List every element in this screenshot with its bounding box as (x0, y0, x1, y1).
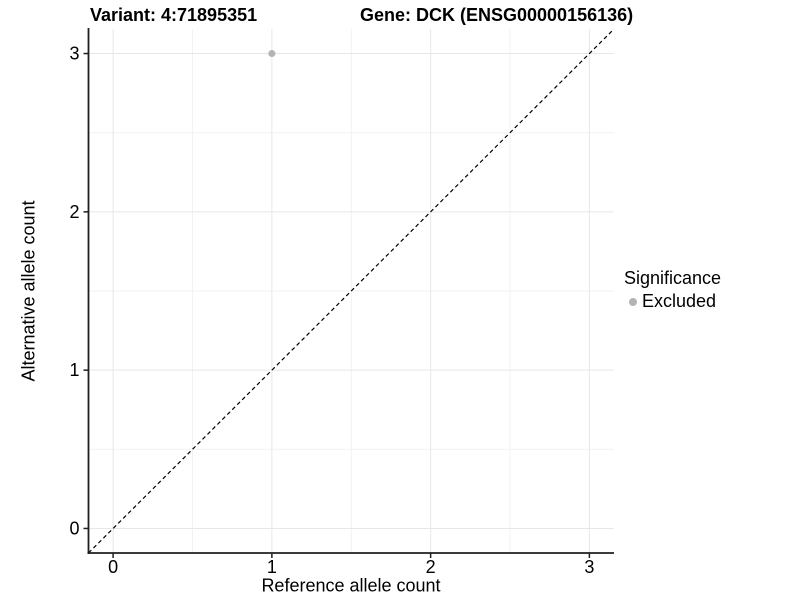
legend-point-icon (629, 297, 637, 306)
x-tick-label: 1 (267, 557, 277, 577)
y-tick-label: 0 (69, 518, 79, 538)
y-tick-label: 3 (69, 44, 79, 64)
data-point[interactable] (268, 50, 276, 58)
legend: Significance Excluded (624, 268, 721, 312)
x-tick-label: 2 (426, 557, 436, 577)
legend-item-excluded[interactable]: Excluded (624, 291, 721, 312)
y-tick-label: 1 (69, 360, 79, 380)
plot-title-variant: Variant: 4:71895351 (90, 5, 258, 25)
legend-title: Significance (624, 268, 722, 288)
identity-dashed-line (88, 28, 615, 554)
y-axis-title: Alternative allele count (18, 200, 39, 382)
plot-title-gene: Gene: DCK (ENSG00000156136) (360, 5, 634, 25)
x-tick-label: 0 (108, 557, 118, 577)
x-tick-label: 3 (584, 557, 594, 577)
x-axis-title: Reference allele count (261, 575, 441, 596)
y-tick-label: 2 (69, 202, 79, 222)
legend-item-label: Excluded (642, 291, 717, 311)
